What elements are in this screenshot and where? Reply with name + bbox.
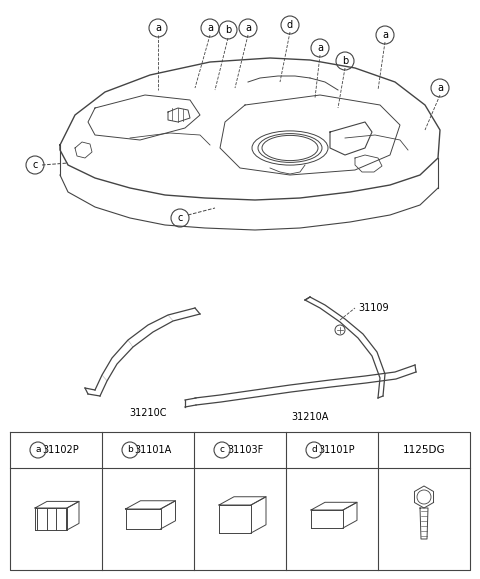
Text: 1125DG: 1125DG <box>403 445 445 455</box>
Text: a: a <box>437 83 443 93</box>
Text: 31210C: 31210C <box>129 408 167 418</box>
Text: a: a <box>35 445 41 455</box>
Text: 31101P: 31101P <box>319 445 355 455</box>
Text: c: c <box>32 160 38 170</box>
Text: a: a <box>207 23 213 33</box>
Text: c: c <box>219 445 225 455</box>
Text: 31102P: 31102P <box>43 445 79 455</box>
Text: d: d <box>311 445 317 455</box>
Text: 31101A: 31101A <box>134 445 172 455</box>
Text: c: c <box>177 213 183 223</box>
Text: 31109: 31109 <box>358 303 389 313</box>
Text: d: d <box>287 20 293 30</box>
Text: b: b <box>127 445 133 455</box>
Text: 31210A: 31210A <box>291 412 329 422</box>
Text: b: b <box>225 25 231 35</box>
Text: b: b <box>342 56 348 66</box>
Text: a: a <box>317 43 323 53</box>
Text: 31103F: 31103F <box>227 445 263 455</box>
Text: a: a <box>245 23 251 33</box>
Text: a: a <box>155 23 161 33</box>
Text: a: a <box>382 30 388 40</box>
